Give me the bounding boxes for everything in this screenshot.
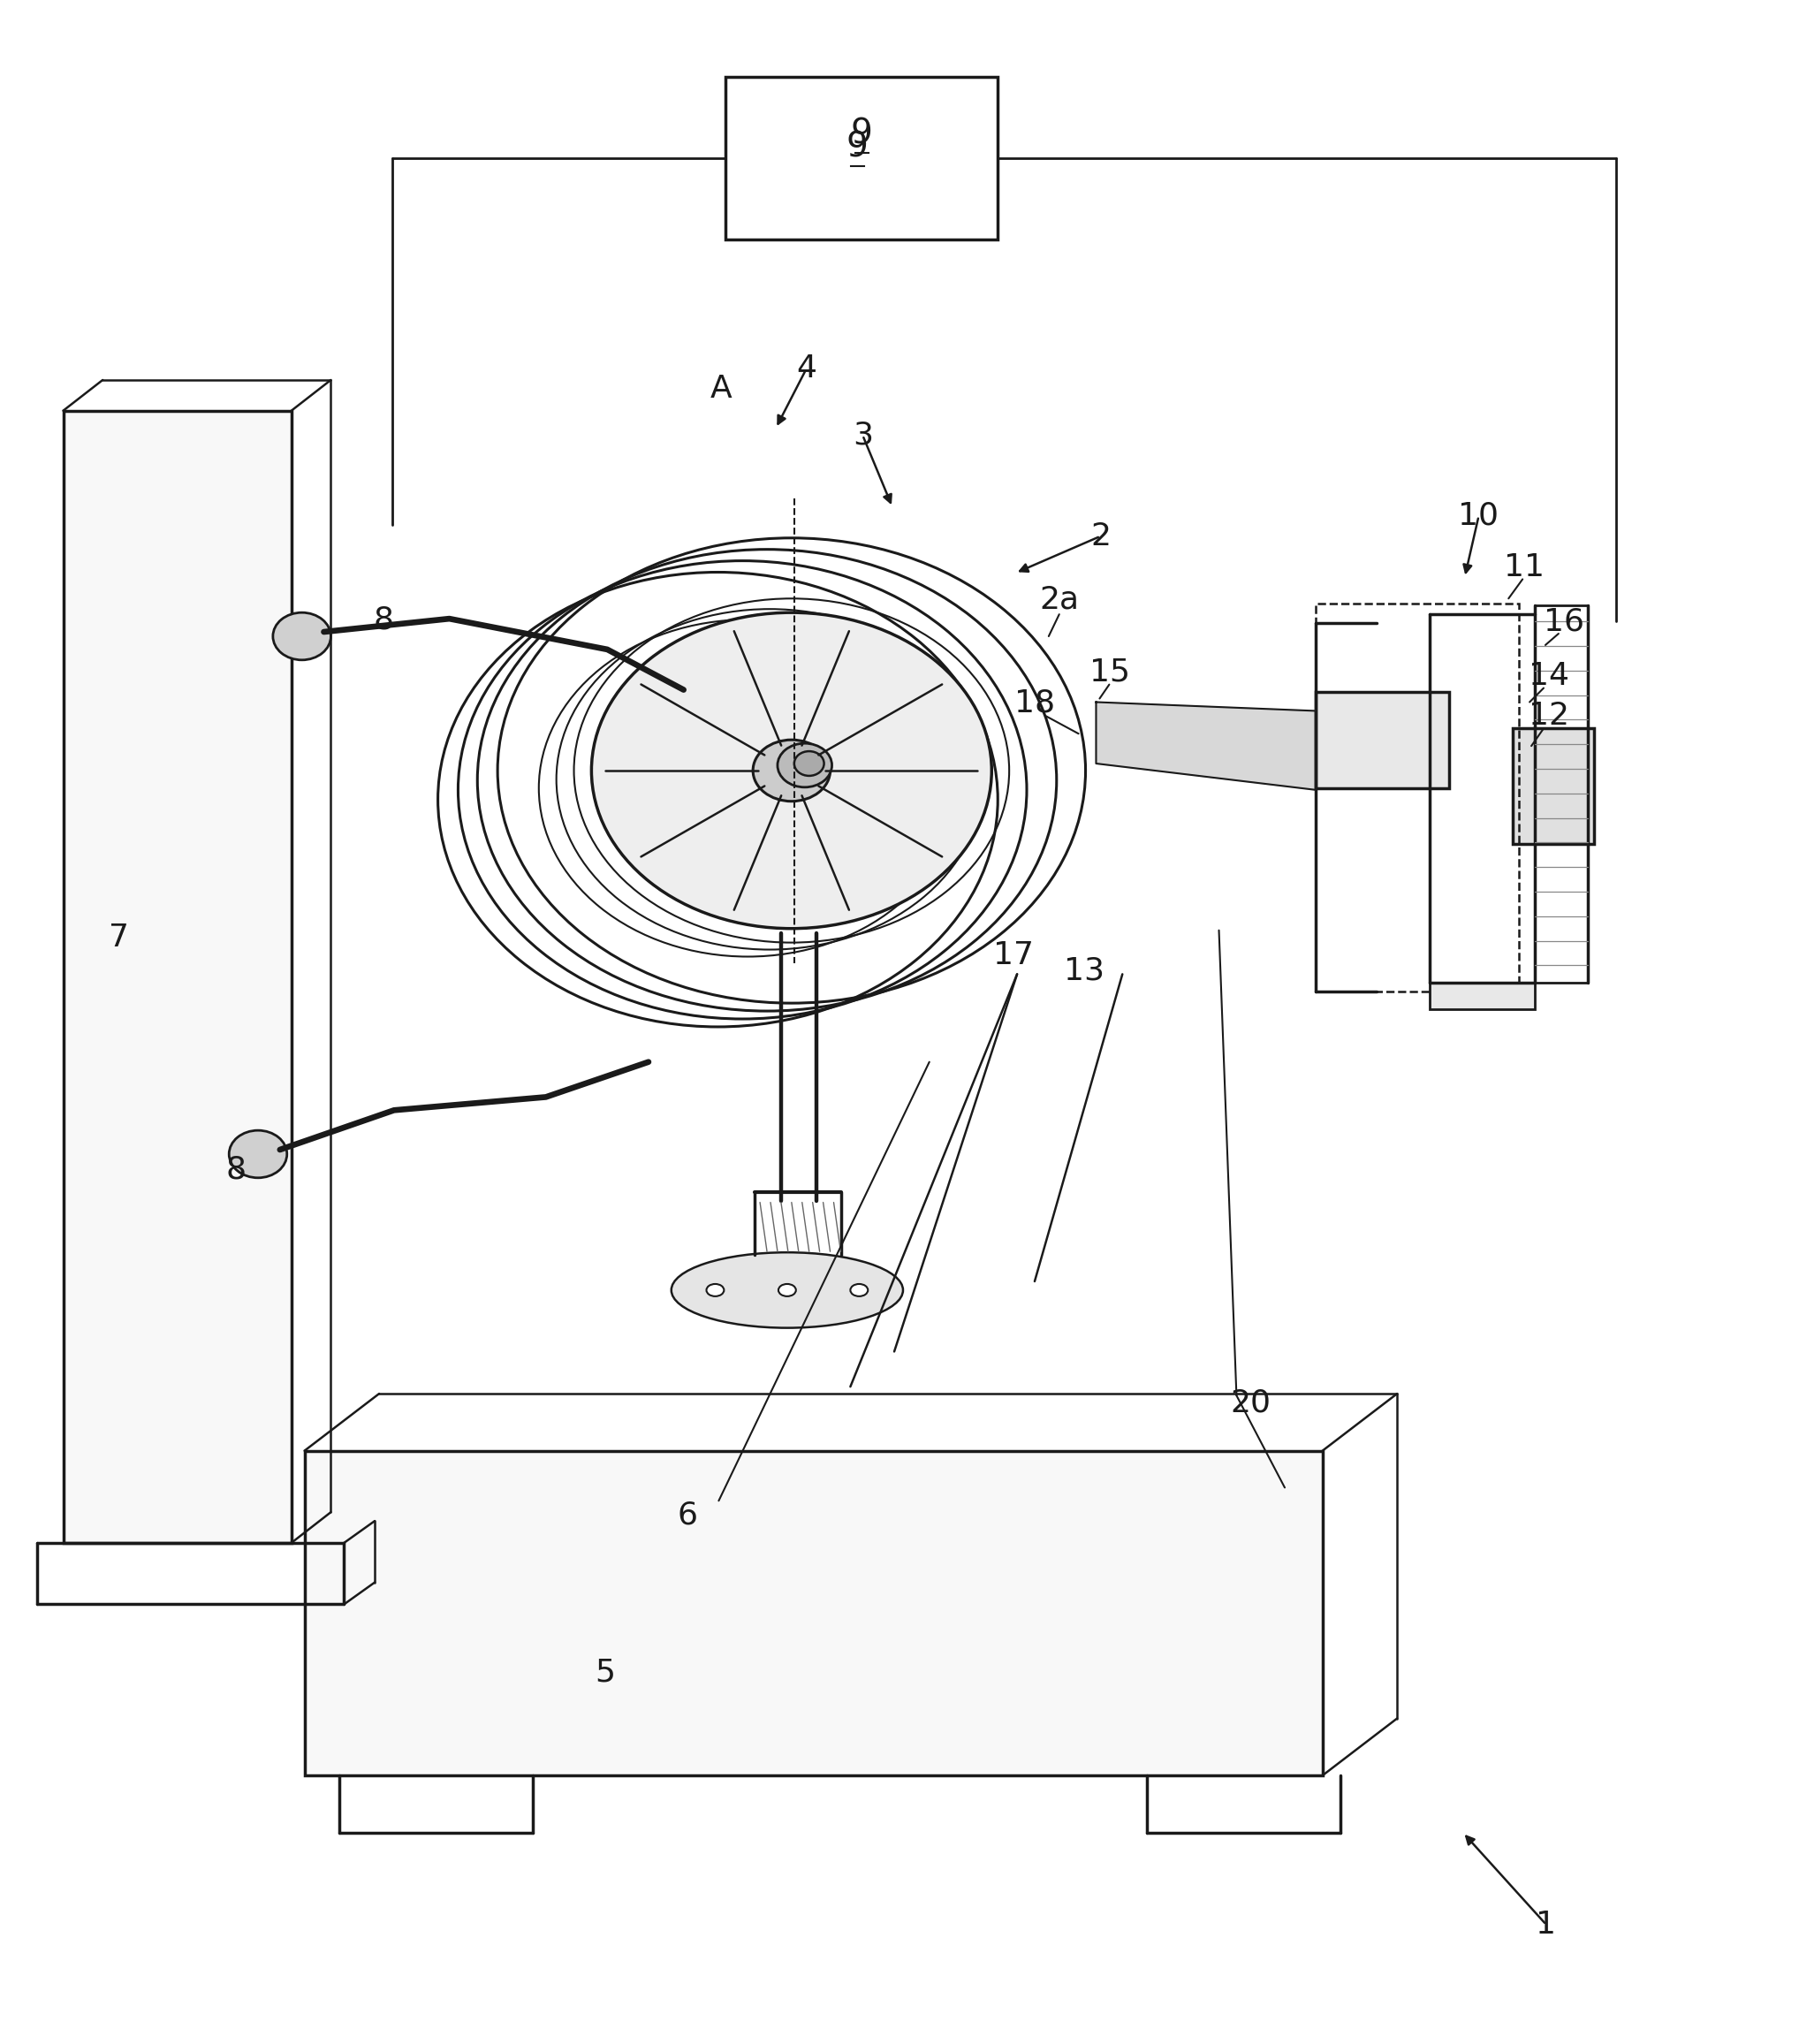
Text: 1: 1 [1536,1909,1556,1940]
Bar [304,1451,1322,1776]
Text: 13: 13 [1063,957,1105,985]
Text: 18: 18 [1015,689,1054,717]
Text: 6: 6 [676,1500,698,1529]
Text: 5: 5 [594,1658,615,1688]
Text: 2: 2 [1090,521,1110,552]
Ellipse shape [851,1284,867,1296]
Bar [725,78,998,239]
Text: 20: 20 [1231,1388,1270,1416]
Ellipse shape [777,744,831,787]
Bar [1315,603,1518,991]
Ellipse shape [592,613,991,928]
Bar [1430,983,1535,1010]
Text: 10: 10 [1459,501,1499,531]
Ellipse shape [671,1253,903,1329]
Text: A: A [711,374,732,405]
Ellipse shape [754,740,829,801]
Bar [1315,691,1448,789]
Ellipse shape [779,1284,795,1296]
Text: 17: 17 [993,940,1034,971]
Ellipse shape [273,613,331,660]
Text: 16: 16 [1544,607,1585,636]
Ellipse shape [707,1284,723,1296]
Text: 2a: 2a [1040,585,1079,615]
Text: 14: 14 [1529,660,1569,691]
Bar [63,411,291,1543]
Text: 15: 15 [1090,658,1130,687]
Text: 4: 4 [797,354,817,384]
Text: 9: 9 [846,131,869,164]
Text: 8: 8 [372,605,394,634]
Text: 8: 8 [227,1155,246,1186]
Text: 7: 7 [108,922,128,953]
Ellipse shape [793,752,824,777]
Text: 3: 3 [853,421,873,450]
Text: 11: 11 [1504,552,1545,583]
Text: 12: 12 [1529,701,1569,732]
Polygon shape [1096,701,1315,789]
Bar [1513,728,1594,844]
Text: 9: 9 [851,117,873,151]
Ellipse shape [228,1130,288,1177]
